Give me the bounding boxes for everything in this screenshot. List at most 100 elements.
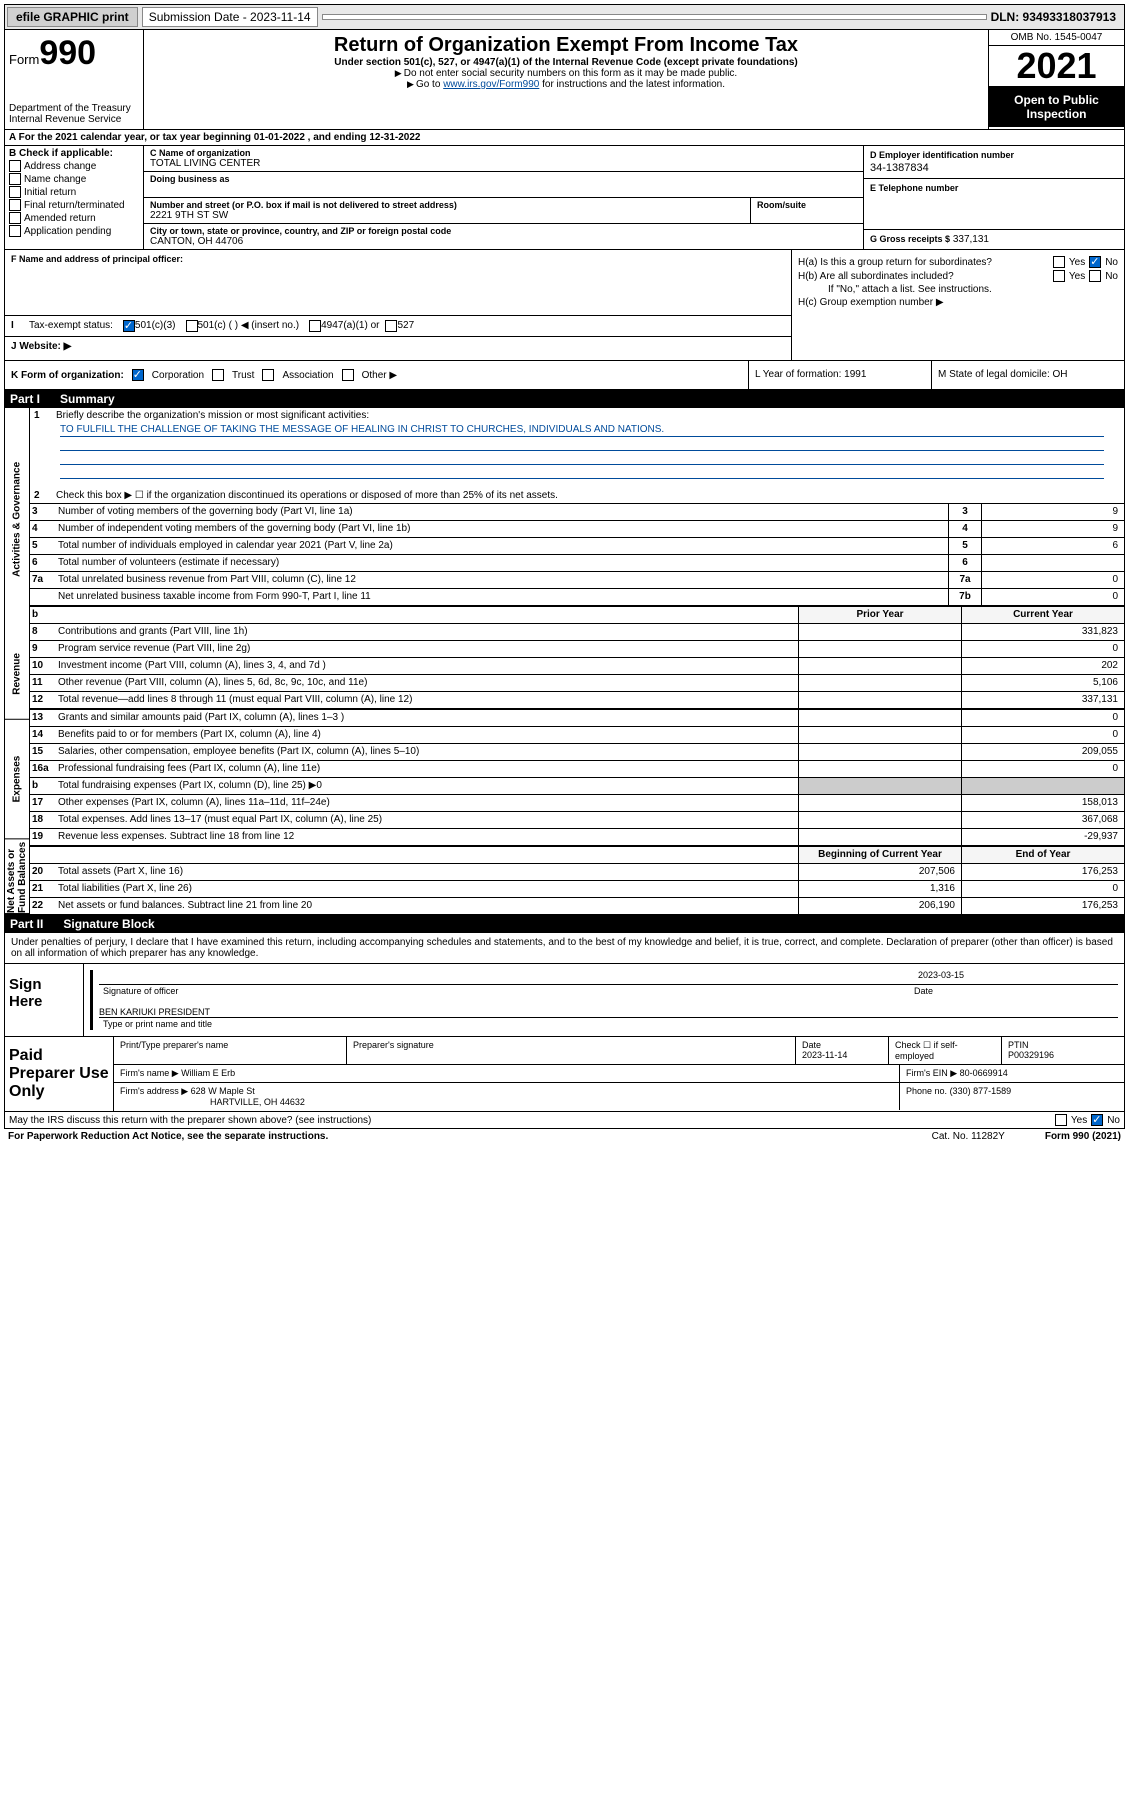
h-c: H(c) Group exemption number ▶: [798, 297, 1118, 308]
preparer-label: Paid Preparer Use Only: [5, 1037, 114, 1111]
ha-label: H(a) Is this a group return for subordin…: [798, 257, 1053, 268]
chk-amended[interactable]: Amended return: [9, 212, 139, 224]
row-a-tax-year: A For the 2021 calendar year, or tax yea…: [4, 130, 1125, 146]
chk-other[interactable]: [342, 369, 354, 381]
sig-date-label: Date: [910, 984, 1118, 997]
ha-no[interactable]: [1089, 256, 1101, 268]
irs-link[interactable]: www.irs.gov/Form990: [443, 79, 539, 90]
dept-label: Department of the Treasury: [9, 103, 139, 114]
chk-501c3[interactable]: [123, 320, 135, 332]
vtab-revenue: Revenue: [5, 630, 29, 720]
rev-header: b Prior Year Current Year: [30, 605, 1124, 623]
chk-association[interactable]: [262, 369, 274, 381]
city-block: City or town, state or province, country…: [144, 224, 863, 249]
line-19: 19Revenue less expenses. Subtract line 1…: [30, 828, 1124, 845]
end-year-header: End of Year: [961, 847, 1124, 863]
chk-application-pending[interactable]: Application pending: [9, 225, 139, 237]
open-line2: Inspection: [991, 107, 1122, 121]
line-8: 8Contributions and grants (Part VIII, li…: [30, 623, 1124, 640]
h-a: H(a) Is this a group return for subordin…: [798, 256, 1118, 268]
suite-label: Room/suite: [757, 200, 857, 210]
street-label: Number and street (or P.O. box if mail i…: [150, 200, 744, 210]
line-2: 2 Check this box ▶ ☐ if the organization…: [30, 488, 1124, 503]
prep-row-2: Firm's name ▶ William E Erb Firm's EIN ▶…: [114, 1065, 1124, 1083]
omb-number: OMB No. 1545-0047: [989, 30, 1124, 46]
sign-here-label: Sign Here: [5, 964, 84, 1036]
discuss-no[interactable]: [1091, 1114, 1103, 1126]
line-9: 9Program service revenue (Part VIII, lin…: [30, 640, 1124, 657]
line-6: 6Total number of volunteers (estimate if…: [30, 554, 1124, 571]
section-f: F Name and address of principal officer:…: [5, 250, 792, 360]
chk-527[interactable]: [385, 320, 397, 332]
suite-block: Room/suite: [751, 198, 863, 224]
preparer-content: Print/Type preparer's name Preparer's si…: [114, 1037, 1124, 1111]
line-13: 13Grants and similar amounts paid (Part …: [30, 708, 1124, 726]
chk-initial-return[interactable]: Initial return: [9, 186, 139, 198]
b-opt-4: Amended return: [24, 213, 96, 224]
form-990: 990: [39, 34, 96, 72]
firm-name-cell: Firm's name ▶ William E Erb: [114, 1065, 900, 1082]
part1-content: 1 Briefly describe the organization's mi…: [30, 408, 1124, 914]
header-left: Form990 Department of the Treasury Inter…: [5, 30, 144, 129]
i-opt-2: 4947(a)(1) or: [321, 320, 379, 332]
hb-no[interactable]: [1089, 270, 1101, 282]
efile-print-button[interactable]: efile GRAPHIC print: [7, 7, 138, 27]
b-opt-1: Name change: [24, 174, 86, 185]
city-label: City or town, state or province, country…: [150, 226, 857, 236]
chk-trust[interactable]: [212, 369, 224, 381]
blank-field: [322, 14, 987, 20]
discuss-yes[interactable]: [1055, 1114, 1067, 1126]
irs-label: Internal Revenue Service: [9, 114, 139, 125]
gross-label: G Gross receipts $: [870, 234, 950, 244]
ha-yes[interactable]: [1053, 256, 1065, 268]
dba-block: Doing business as: [144, 172, 863, 198]
chk-name-change[interactable]: Name change: [9, 173, 139, 185]
part1-num: Part I: [10, 392, 40, 406]
chk-corporation[interactable]: [132, 369, 144, 381]
firm-addr-cell: Firm's address ▶ 628 W Maple St HARTVILL…: [114, 1083, 900, 1110]
line-21: 21Total liabilities (Part X, line 26)1,3…: [30, 880, 1124, 897]
gross-value: 337,131: [953, 234, 989, 245]
i-opt-3: 527: [397, 320, 414, 332]
part1-title: Summary: [60, 392, 115, 406]
org-name-block: C Name of organization TOTAL LIVING CENT…: [144, 146, 863, 172]
phone-cell: Phone no. (330) 877-1589: [900, 1083, 1124, 1110]
line-7b: Net unrelated business taxable income fr…: [30, 588, 1124, 605]
section-bcdefg: B Check if applicable: Address change Na…: [4, 146, 1125, 250]
firm-addr-label: Firm's address ▶: [120, 1086, 188, 1096]
chk-address-change[interactable]: Address change: [9, 160, 139, 172]
hb-yes[interactable]: [1053, 270, 1065, 282]
preparer-row: Paid Preparer Use Only Print/Type prepar…: [4, 1037, 1125, 1112]
chk-4947[interactable]: [309, 320, 321, 332]
form-label: Form: [9, 52, 39, 67]
form-ref: Form 990 (2021): [1045, 1131, 1121, 1142]
submission-date-field: Submission Date - 2023-11-14: [142, 7, 318, 27]
ptin-label: PTIN: [1008, 1040, 1118, 1050]
h-b: H(b) Are all subordinates included? Yes …: [798, 270, 1118, 282]
paperwork-notice: For Paperwork Reduction Act Notice, see …: [8, 1131, 892, 1142]
chk-501c[interactable]: [186, 320, 198, 332]
type-name-label: Type or print name and title: [99, 1017, 1118, 1030]
line-18: 18Total expenses. Add lines 13–17 (must …: [30, 811, 1124, 828]
f-label: F Name and address of principal officer:: [11, 254, 183, 264]
city-value: CANTON, OH 44706: [150, 236, 857, 247]
line-1: 1 Briefly describe the organization's mi…: [30, 408, 1124, 423]
section-i: I Tax-exempt status: 501(c)(3) 501(c) ( …: [5, 315, 791, 336]
line-16a: 16aProfessional fundraising fees (Part I…: [30, 760, 1124, 777]
part2-num: Part II: [10, 917, 43, 931]
section-h: H(a) Is this a group return for subordin…: [792, 250, 1124, 360]
firm-ein-value: 80-0669914: [960, 1068, 1008, 1078]
goto-post: for instructions and the latest informat…: [539, 79, 725, 90]
chk-final-return[interactable]: Final return/terminated: [9, 199, 139, 211]
ptin-value: P00329196: [1008, 1050, 1118, 1060]
line-17: 17Other expenses (Part IX, column (A), l…: [30, 794, 1124, 811]
declaration: Under penalties of perjury, I declare th…: [4, 933, 1125, 964]
prep-date-cell: Date 2023-11-14: [796, 1037, 889, 1064]
line-10: 10Investment income (Part VIII, column (…: [30, 657, 1124, 674]
cat-number: Cat. No. 11282Y: [932, 1131, 1005, 1142]
col-deg: D Employer identification number 34-1387…: [863, 146, 1124, 249]
prep-row-1: Print/Type preparer's name Preparer's si…: [114, 1037, 1124, 1065]
section-fhijklm: F Name and address of principal officer:…: [4, 250, 1125, 390]
line-b: bTotal fundraising expenses (Part IX, co…: [30, 777, 1124, 794]
k-opt-0: Corporation: [152, 370, 204, 381]
